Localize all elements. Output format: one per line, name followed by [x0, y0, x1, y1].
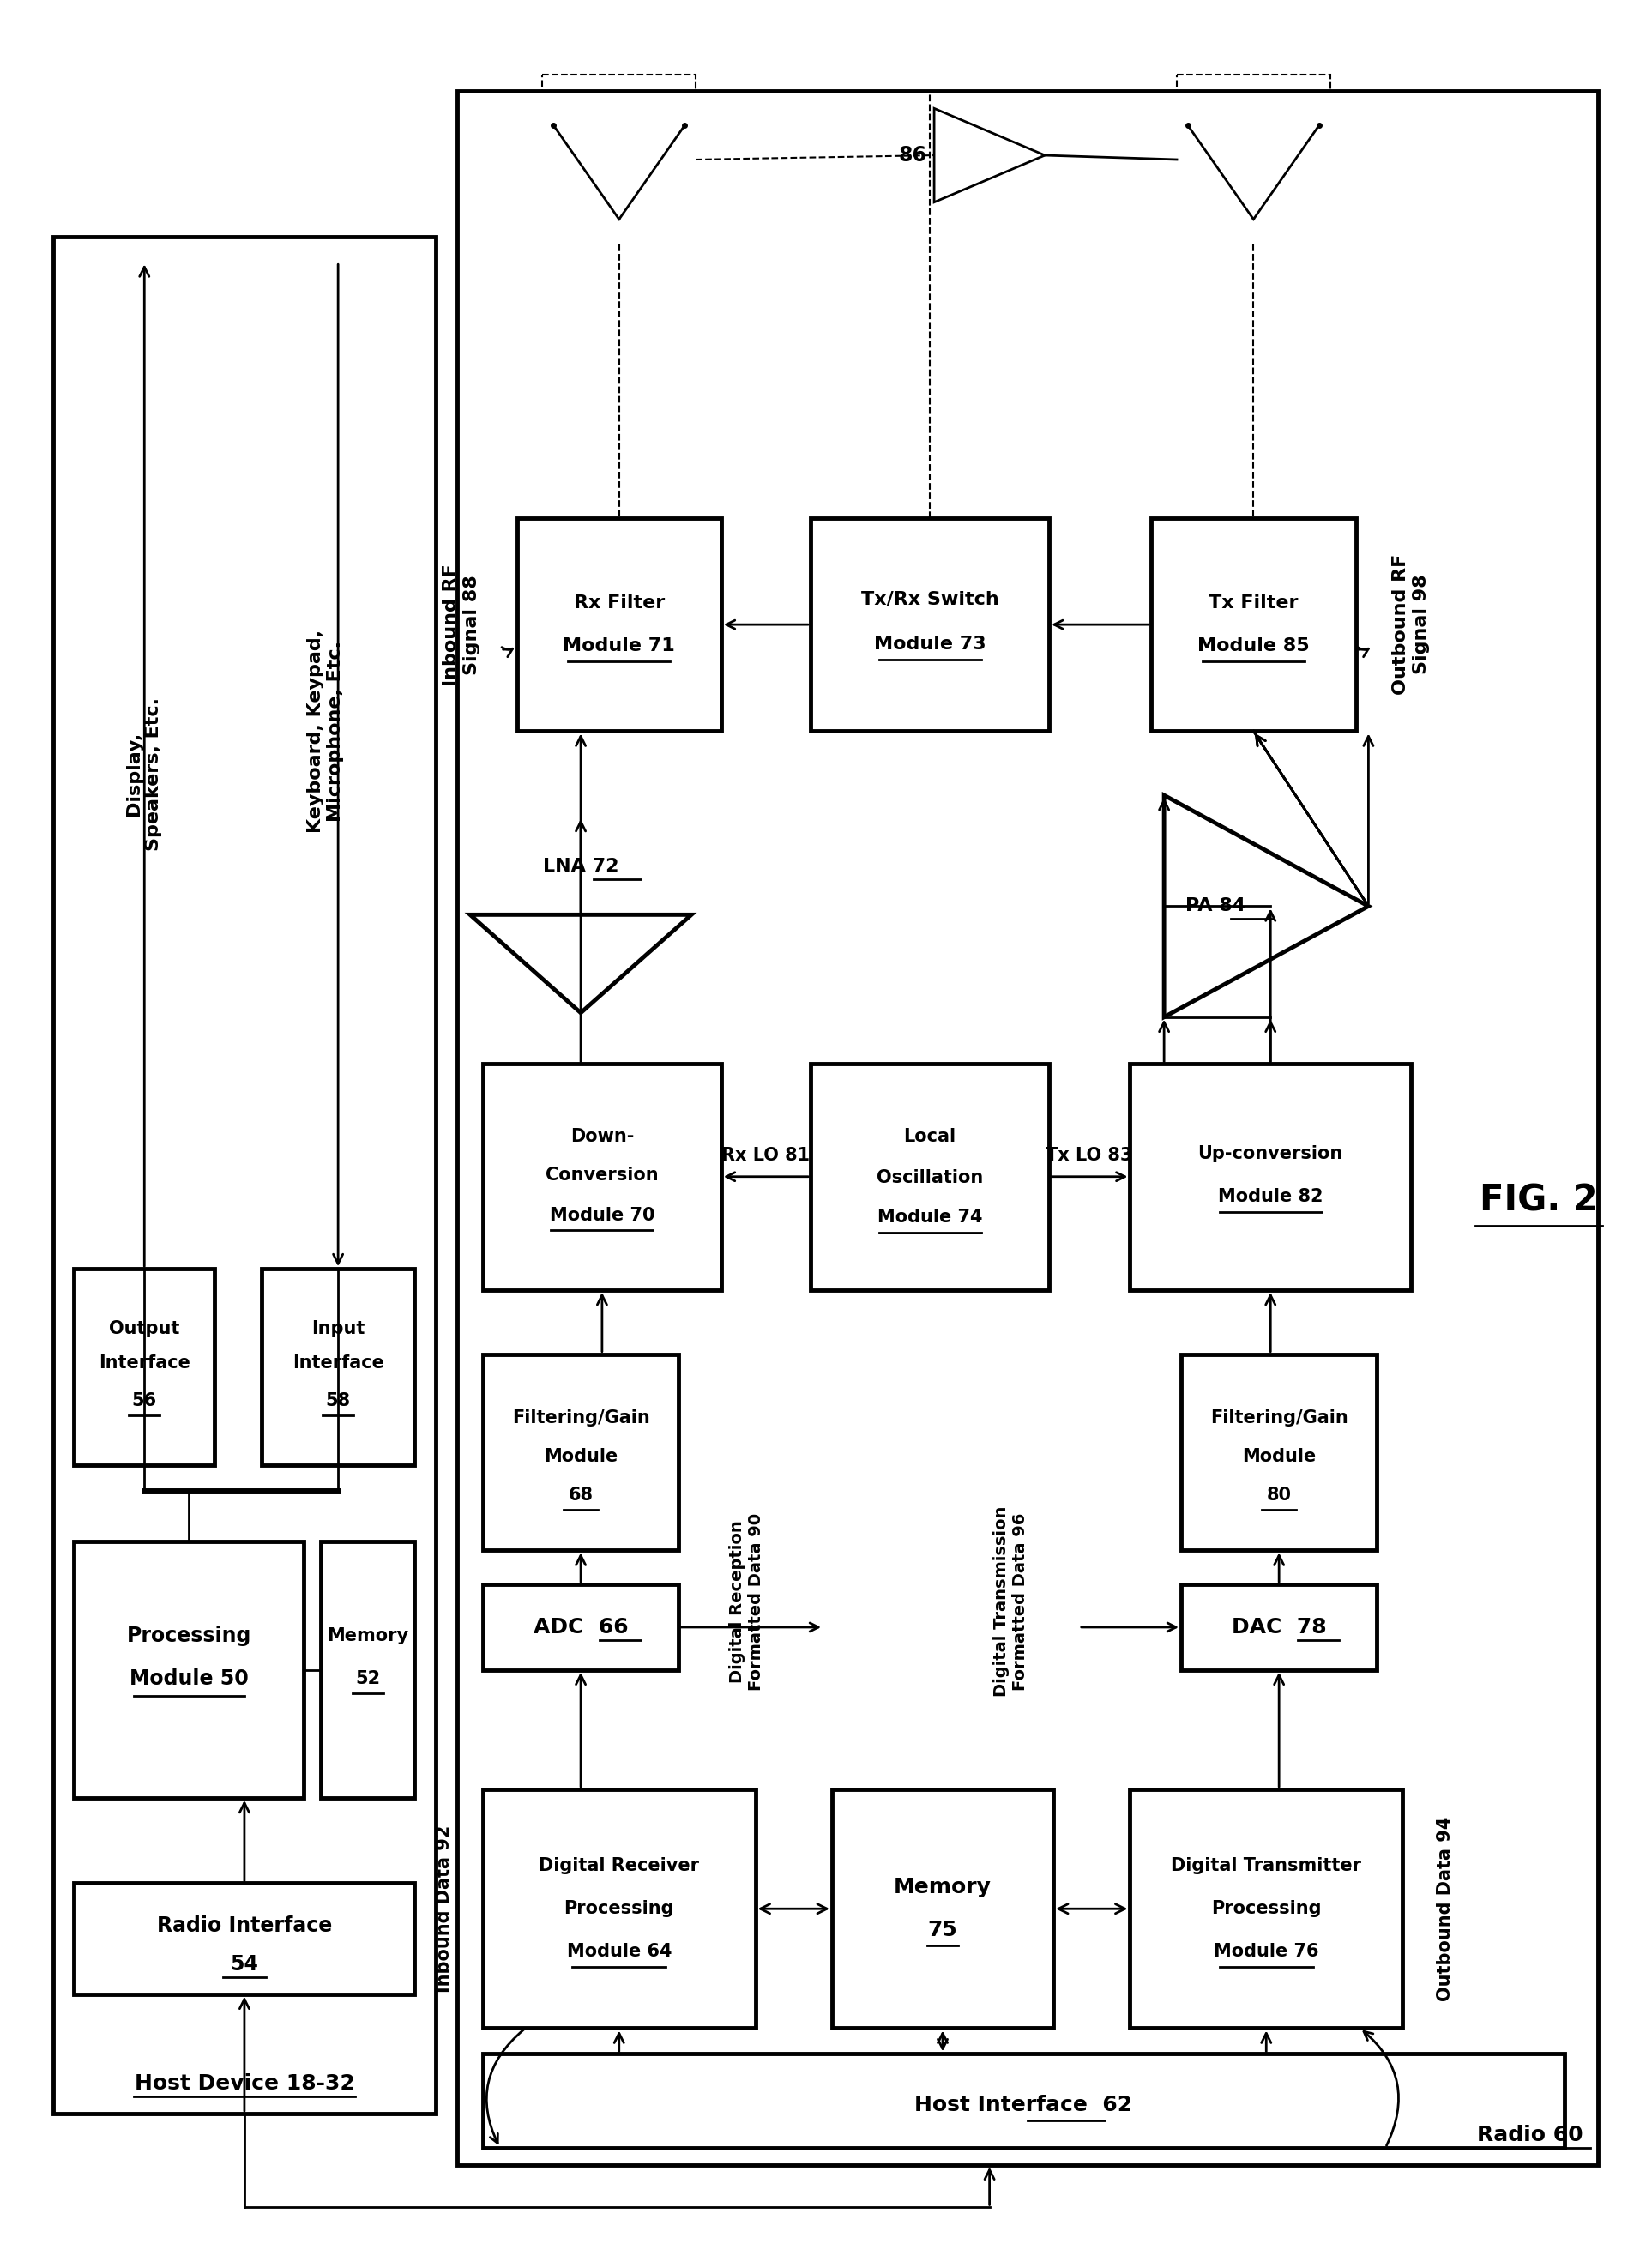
Text: Memory: Memory	[894, 1878, 991, 1898]
Text: 54: 54	[230, 1955, 258, 1975]
Text: Oscillation: Oscillation	[877, 1168, 983, 1186]
Text: FIG. 2: FIG. 2	[1480, 1182, 1597, 1218]
Bar	[74, 1882, 415, 1994]
Text: Interface: Interface	[99, 1354, 190, 1372]
Text: Digital Reception
Formatted Data 90: Digital Reception Formatted Data 90	[729, 1513, 765, 1690]
Bar	[482, 1354, 679, 1551]
Text: 75: 75	[928, 1919, 958, 1941]
Polygon shape	[1165, 796, 1368, 1016]
Text: Host Interface  62: Host Interface 62	[915, 2096, 1133, 2116]
Bar	[482, 1064, 722, 1290]
Text: Radio 60: Radio 60	[1477, 2125, 1583, 2146]
Bar	[1176, 75, 1330, 245]
Text: Display,
Speakers, Etc.: Display, Speakers, Etc.	[126, 696, 162, 850]
Text: Memory: Memory	[327, 1626, 408, 1644]
Bar	[811, 1064, 1049, 1290]
Text: Tx/Rx Switch: Tx/Rx Switch	[861, 590, 999, 608]
Text: Inbound RF
Signal 88: Inbound RF Signal 88	[443, 562, 481, 685]
Text: Module 64: Module 64	[567, 1944, 672, 1960]
Bar	[458, 91, 1599, 2164]
Text: Module 74: Module 74	[877, 1209, 983, 1227]
Text: Up-conversion: Up-conversion	[1198, 1145, 1343, 1161]
Text: 86: 86	[899, 145, 927, 166]
Text: Outbound RF
Signal 98: Outbound RF Signal 98	[1393, 553, 1429, 694]
Bar	[1130, 1064, 1411, 1290]
Bar	[833, 1789, 1054, 2028]
Text: Processing: Processing	[563, 1901, 674, 1916]
Text: ADC  66: ADC 66	[534, 1617, 628, 1637]
Text: Module 76: Module 76	[1214, 1944, 1318, 1960]
Text: Module 85: Module 85	[1198, 637, 1310, 655]
Polygon shape	[471, 914, 692, 1014]
Text: Processing: Processing	[127, 1626, 251, 1647]
Text: 68: 68	[568, 1486, 593, 1504]
Text: LNA 72: LNA 72	[544, 857, 620, 875]
Bar	[53, 236, 436, 2114]
Text: Host Device 18-32: Host Device 18-32	[134, 2073, 355, 2093]
Bar	[1151, 517, 1356, 730]
Text: Interface: Interface	[292, 1354, 383, 1372]
Bar	[482, 1789, 755, 2028]
Text: Module 73: Module 73	[874, 635, 986, 653]
Text: 58: 58	[325, 1393, 350, 1411]
Text: Module: Module	[544, 1447, 618, 1465]
Text: 80: 80	[1267, 1486, 1292, 1504]
Text: Output: Output	[109, 1320, 180, 1338]
Text: Digital Receiver: Digital Receiver	[539, 1857, 699, 1876]
Bar	[1181, 1354, 1378, 1551]
Text: Rx Filter: Rx Filter	[573, 594, 664, 612]
Text: Tx LO 83: Tx LO 83	[1046, 1148, 1133, 1163]
Polygon shape	[933, 109, 1044, 202]
Text: DAC  78: DAC 78	[1232, 1617, 1327, 1637]
Text: Module 71: Module 71	[563, 637, 676, 655]
Bar	[261, 1268, 415, 1465]
Text: Filtering/Gain: Filtering/Gain	[1209, 1411, 1348, 1427]
Text: 56: 56	[132, 1393, 157, 1411]
Bar	[517, 517, 722, 730]
Text: Module: Module	[1242, 1447, 1317, 1465]
Text: PA 84: PA 84	[1184, 898, 1246, 914]
Text: Tx Filter: Tx Filter	[1209, 594, 1298, 612]
Text: Outbound Data 94: Outbound Data 94	[1437, 1817, 1454, 2000]
Text: Radio Interface: Radio Interface	[157, 1916, 332, 1937]
Text: Conversion: Conversion	[545, 1166, 659, 1184]
Text: Keyboard, Keypad,
Microphone, Etc.: Keyboard, Keypad, Microphone, Etc.	[307, 631, 344, 832]
Text: Module 70: Module 70	[550, 1207, 654, 1225]
Text: Rx LO 81: Rx LO 81	[722, 1148, 809, 1163]
Bar	[74, 1268, 215, 1465]
Text: Module 50: Module 50	[129, 1667, 248, 1690]
Text: Digital Transmitter: Digital Transmitter	[1171, 1857, 1361, 1876]
Bar	[542, 75, 695, 245]
Text: 52: 52	[355, 1669, 380, 1687]
Text: Digital Transmission
Formatted Data 96: Digital Transmission Formatted Data 96	[993, 1506, 1029, 1696]
Text: Local: Local	[904, 1127, 957, 1145]
Bar	[482, 2055, 1564, 2148]
Bar	[1130, 1789, 1403, 2028]
Text: Input: Input	[311, 1320, 365, 1338]
Text: Filtering/Gain: Filtering/Gain	[512, 1411, 649, 1427]
Text: Down-: Down-	[570, 1127, 634, 1145]
Text: Inbound Data 92: Inbound Data 92	[436, 1826, 453, 1994]
Bar	[811, 517, 1049, 730]
Bar	[74, 1542, 304, 1799]
Bar	[320, 1542, 415, 1799]
Text: Module 82: Module 82	[1218, 1188, 1323, 1204]
Text: Processing: Processing	[1211, 1901, 1322, 1916]
Bar	[1181, 1585, 1378, 1669]
Bar	[482, 1585, 679, 1669]
